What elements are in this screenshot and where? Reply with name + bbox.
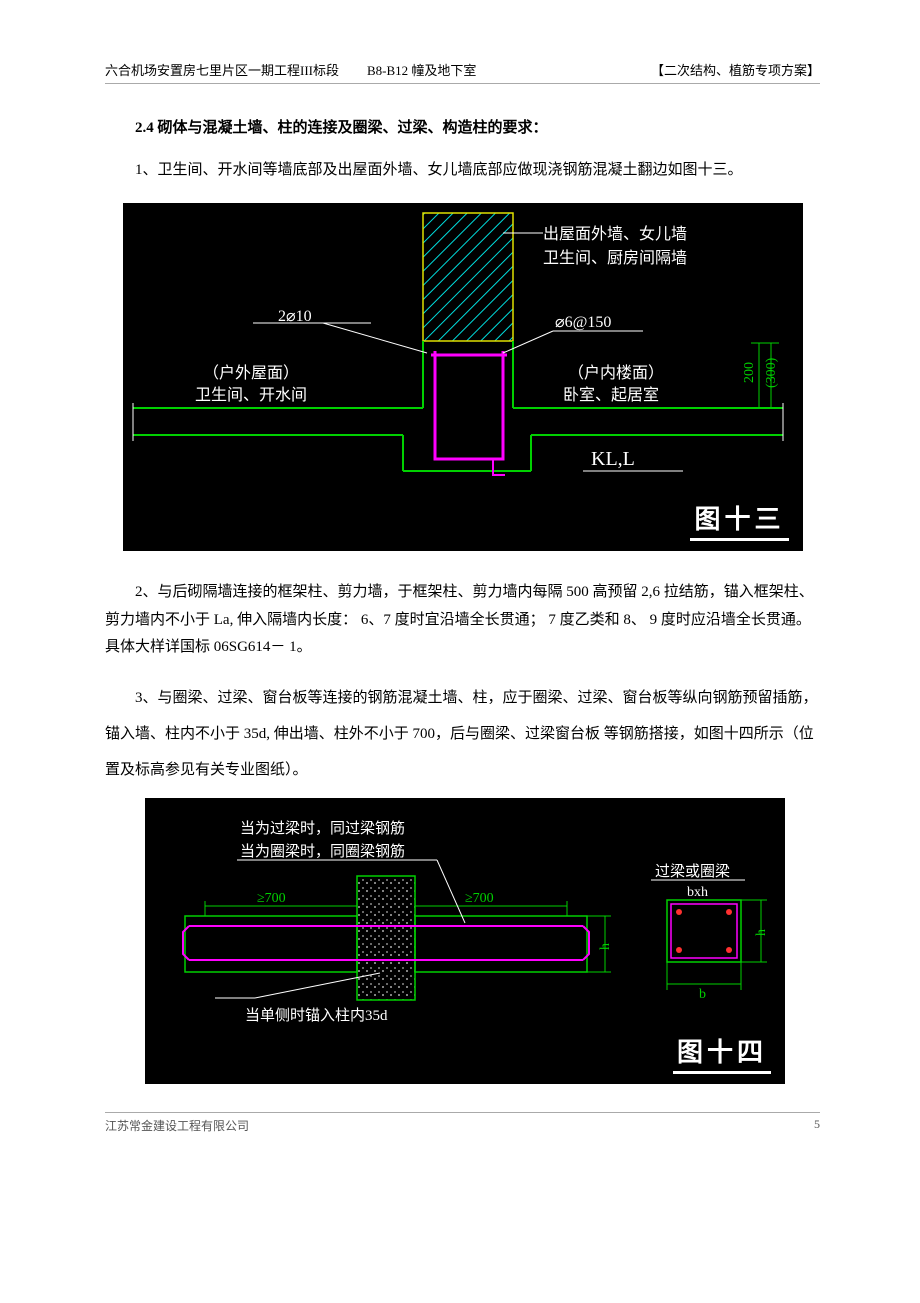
figure-13-label-box: 图十三 [690, 499, 788, 541]
figure-13: 出屋面外墙、女儿墙 卫生间、厨房间隔墙 2⌀10 ⌀6@150 （户外屋面） 卫… [123, 203, 803, 551]
fig14-h: h [754, 929, 769, 936]
section-number: 2.4 [135, 120, 154, 136]
fig13-text-5b: 卫生间、开水间 [195, 386, 307, 404]
fig13-text-5a: （户外屋面） [203, 364, 299, 382]
fig13-text-6b: 卧室、起居室 [563, 386, 659, 404]
building-name: B8-B12 幢及地下室 [367, 60, 476, 79]
footer-page: 5 [814, 1117, 820, 1134]
fig14-b: b [699, 987, 706, 1002]
paragraph-1: 1、卫生间、开水间等墙底部及出屋面外墙、女儿墙底部应做现浇钢筋混凝土翻边如图十三… [105, 157, 820, 185]
fig13-dim2: (300) [764, 357, 779, 388]
doc-type: 【二次结构、植筋专项方案】 [651, 60, 820, 79]
fig13-text-3: 2⌀10 [278, 308, 312, 325]
fig13-text-1: 出屋面外墙、女儿墙 [543, 224, 687, 243]
fig14-t3: 过梁或圈梁 [655, 863, 730, 880]
figure-14-label-box: 图十四 [673, 1032, 771, 1074]
section-title: 2.4 砌体与混凝土墙、柱的连接及圈梁、过梁、构造柱的要求： [105, 116, 820, 137]
figure-14-label: 图十四 [677, 1037, 767, 1067]
figure-13-label: 图十三 [694, 504, 784, 534]
fig13-text-2: 卫生间、厨房间隔墙 [543, 249, 687, 267]
page-footer: 江苏常金建设工程有限公司 5 [105, 1112, 820, 1134]
footer-company: 江苏常金建设工程有限公司 [105, 1117, 249, 1134]
fig14-t4: bxh [687, 885, 708, 900]
fig14-hdim: h [598, 943, 613, 950]
project-name: 六合机场安置房七里片区一期工程III标段 [105, 60, 339, 79]
fig14-d700a: ≥700 [257, 891, 286, 906]
paragraph-2: 2、与后砌隔墙连接的框架柱、剪力墙，于框架柱、剪力墙内每隔 500 高预留 2,… [105, 579, 820, 662]
fig13-text-4: ⌀6@150 [555, 314, 611, 331]
fig13-text-kl: KL,L [591, 448, 635, 470]
fig14-d700b: ≥700 [465, 891, 494, 906]
paragraph-3: 3、与圈梁、过梁、窗台板等连接的钢筋混凝土墙、柱，应于圈梁、过梁、窗台板等纵向钢… [105, 680, 820, 788]
fig13-text-6a: （户内楼面） [568, 364, 664, 382]
page-header: 六合机场安置房七里片区一期工程III标段 B8-B12 幢及地下室 【二次结构、… [105, 60, 820, 84]
fig13-dim1: 200 [742, 362, 757, 383]
figure-14: ≥700 ≥700 当单侧时锚入柱内35d 当为过梁时，同过梁钢筋 当为圈梁时，… [145, 798, 785, 1084]
header-left: 六合机场安置房七里片区一期工程III标段 B8-B12 幢及地下室 [105, 60, 476, 79]
fig14-t2: 当为圈梁时，同圈梁钢筋 [240, 843, 405, 860]
section-heading: 砌体与混凝土墙、柱的连接及圈梁、过梁、构造柱的要求： [154, 120, 548, 136]
fig14-note: 当单侧时锚入柱内35d [245, 1007, 388, 1024]
fig14-t1: 当为过梁时，同过梁钢筋 [240, 820, 405, 837]
